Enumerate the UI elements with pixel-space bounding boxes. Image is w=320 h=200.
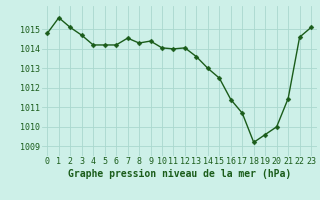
X-axis label: Graphe pression niveau de la mer (hPa): Graphe pression niveau de la mer (hPa) xyxy=(68,169,291,179)
